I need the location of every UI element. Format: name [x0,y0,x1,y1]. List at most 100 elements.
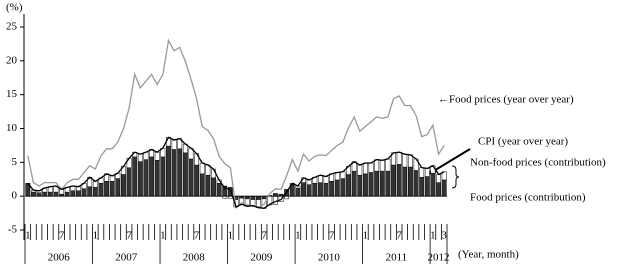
y-tick-label: -5 [8,224,18,236]
bar [419,176,425,197]
bar [121,174,126,197]
bar [329,181,335,197]
x-tick-label: 1 [363,230,369,242]
bar [188,158,194,197]
y-tick-label: 15 [6,88,18,100]
x-axis-label: (Year, month) [458,249,519,261]
bar [295,187,301,197]
bar [272,193,278,197]
year-label: 2008 [183,252,206,264]
bar [374,159,380,172]
bar [182,152,188,197]
year-label: 2012 [428,252,450,264]
bar [30,191,36,197]
bar [351,170,357,197]
bar [154,160,160,197]
bar [250,195,256,200]
bar [323,176,329,184]
bar [334,179,340,197]
bar [256,195,261,200]
line [27,136,445,209]
x-tick-label: 1 [160,230,166,242]
bar [137,161,143,197]
bar [441,179,447,197]
bar [362,173,368,197]
legend-label: Non-food prices (contribution) [470,157,606,169]
year-label: 2007 [115,252,138,264]
year-label: 2006 [48,252,71,264]
year-label: 2010 [318,252,341,264]
bar [368,162,374,173]
bar [272,195,278,205]
x-tick-label: 7 [59,230,65,242]
bar [64,191,70,197]
bar [385,170,391,197]
bar [47,191,53,197]
bar [132,156,138,197]
x-tick-label: 1 [93,230,99,242]
x-tick-label: 1 [25,230,31,242]
bar [216,183,222,197]
x-tick-label: 1 [295,230,301,242]
bar [76,190,81,197]
bar [436,174,442,183]
bar [436,182,442,197]
x-tick-label: 1 [430,230,436,242]
bar [368,172,374,197]
y-tick-label: 10 [6,122,18,134]
legend-label: CPI (year over year) [478,136,568,148]
bar [166,145,171,197]
bar [194,164,200,197]
bar [323,183,329,197]
bar [244,195,250,200]
bar [143,159,149,197]
bar [317,182,323,197]
x-tick-label: 7 [261,230,267,242]
bar [413,170,419,197]
bar [109,175,115,182]
bar [81,188,87,197]
x-tick-label: 7 [194,230,200,242]
y-tick-label: 0 [12,190,18,202]
bar [104,181,110,197]
year-label: 2009 [250,252,273,264]
bar [149,156,155,197]
x-tick-label: 1 [228,230,234,242]
bar [306,179,312,185]
bar [346,174,351,197]
x-tick-label: 7 [126,230,132,242]
y-tick-label: 5 [12,156,18,168]
bar [407,166,413,197]
legend-label: ←Food prices (year over year) [438,94,574,106]
brace [451,165,460,189]
y-tick-label: 20 [6,54,18,66]
bar [284,195,290,200]
bar [92,187,98,197]
bar [419,167,425,178]
bar [385,158,391,172]
bar [424,168,430,177]
bar [171,149,177,197]
bar [250,199,256,206]
bar [115,178,121,197]
bar [205,174,211,197]
bar [137,153,143,162]
y-tick-label: 25 [6,21,18,33]
bar [98,183,104,197]
bar [357,164,363,176]
bar [36,192,42,197]
x-tick-label: 3 [441,230,447,242]
bar [402,166,408,197]
bar [340,178,346,197]
bar [379,170,385,197]
x-tick-label: 7 [396,230,402,242]
bar [430,172,436,197]
bar [374,170,380,197]
bar [109,181,115,197]
bar [334,172,340,181]
arrow [431,148,471,173]
bar [154,151,160,161]
bar [340,171,346,179]
bar [199,162,205,175]
